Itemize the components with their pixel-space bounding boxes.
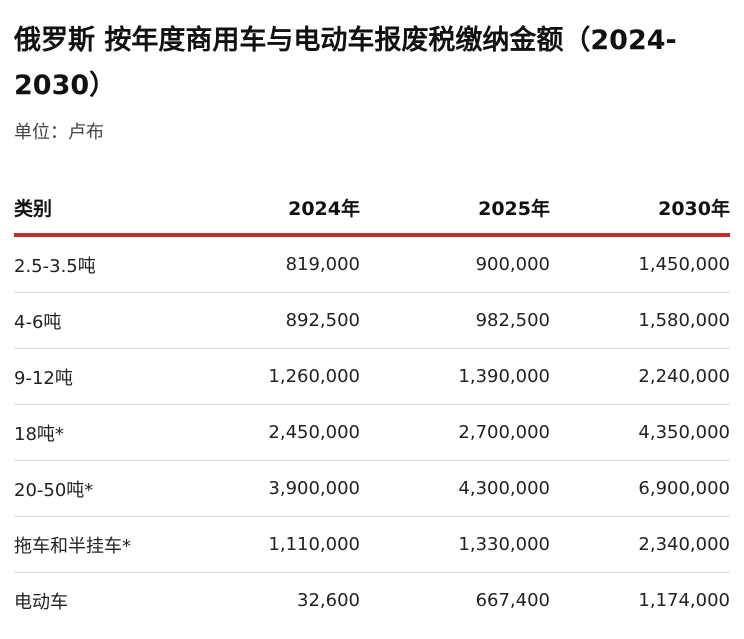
cell-2024: 1,260,000 xyxy=(204,348,360,405)
cell-2025: 667,400 xyxy=(475,590,550,611)
table-header-row: 类别 2024年 2025年 2030年 xyxy=(14,181,730,237)
row-category: 2.5-3.5吨 xyxy=(14,235,204,293)
row-category: 拖车和半挂车* xyxy=(14,516,204,573)
column-header-2024: 2024年 xyxy=(204,181,360,237)
cell-2024: 2,450,000 xyxy=(204,404,360,461)
table-row: 9-12吨 1,260,000 1,390,000 2,240,000 xyxy=(14,348,730,405)
table-row: 电动车 32,600 667,400 1,174,000 xyxy=(14,573,730,629)
cell-2030: 6,900,000 xyxy=(550,460,730,517)
cell-2024: 892,500 xyxy=(204,292,360,349)
table-row: 18吨* 2,450,000 2,700,000 4,350,000 xyxy=(14,404,730,461)
cell-2025: 2,700,000 xyxy=(360,404,550,461)
table-row: 20-50吨* 3,900,000 4,300,000 6,900,000 xyxy=(14,460,730,517)
cell-2025: 982,500 xyxy=(360,292,550,349)
table-row: 2.5-3.5吨 819,000 900,000 1,450,000 xyxy=(14,235,730,293)
cell-2025: 1,390,000 xyxy=(360,348,550,405)
row-category: 4-6吨 xyxy=(14,292,204,349)
row-category: 9-12吨 xyxy=(14,348,204,405)
data-table: 类别 2024年 2025年 2030年 2.5-3.5吨 819,000 90… xyxy=(14,181,730,628)
cell-2024: 3,900,000 xyxy=(204,460,360,517)
row-category: 电动车 xyxy=(14,591,68,613)
cell-2024: 32,600 xyxy=(297,590,360,611)
cell-2025: 900,000 xyxy=(360,235,550,293)
chart-container: 俄罗斯 按年度商用车与电动车报废税缴纳金额（2024-2030） 单位：卢布 类… xyxy=(14,18,730,628)
column-header-category: 类别 xyxy=(14,181,204,237)
cell-2025: 1,330,000 xyxy=(360,516,550,573)
cell-2030: 4,350,000 xyxy=(550,404,730,461)
cell-2030: 1,450,000 xyxy=(550,235,730,293)
cell-2024: 819,000 xyxy=(204,235,360,293)
column-header-2025: 2025年 xyxy=(360,181,550,237)
row-category: 20-50吨* xyxy=(14,460,204,517)
column-header-2030: 2030年 xyxy=(550,181,730,237)
unit-label: 单位：卢布 xyxy=(14,122,104,143)
table-row: 拖车和半挂车* 1,110,000 1,330,000 2,340,000 xyxy=(14,516,730,573)
cell-2030: 1,580,000 xyxy=(550,292,730,349)
cell-2024: 1,110,000 xyxy=(204,516,360,573)
cell-2030: 2,240,000 xyxy=(550,348,730,405)
cell-2025: 4,300,000 xyxy=(360,460,550,517)
chart-title: 俄罗斯 按年度商用车与电动车报废税缴纳金额（2024-2030） xyxy=(14,25,677,101)
cell-2030: 2,340,000 xyxy=(550,516,730,573)
table-row: 4-6吨 892,500 982,500 1,580,000 xyxy=(14,292,730,349)
cell-2030: 1,174,000 xyxy=(638,590,730,611)
row-category: 18吨* xyxy=(14,404,204,461)
